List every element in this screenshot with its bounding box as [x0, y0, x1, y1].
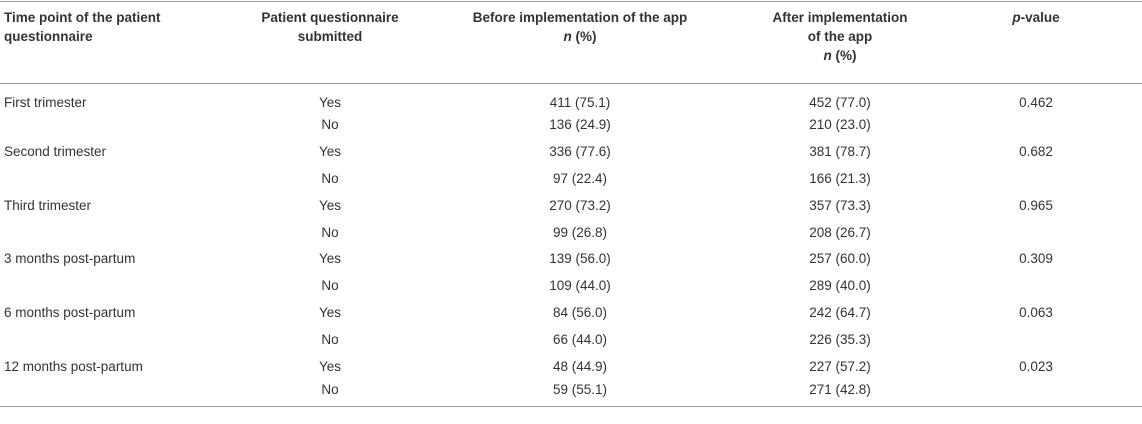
header-row: Time point of the patient questionnaire P… — [0, 1, 1142, 84]
table-cell: 270 (73.2) — [549, 197, 611, 213]
table-cell: 139 (56.0) — [549, 251, 611, 267]
table-cell: 136 (24.9) — [549, 116, 611, 132]
table-cell — [0, 165, 250, 192]
table-cell: No — [321, 278, 339, 294]
table-cell: No — [321, 224, 339, 240]
header-italic: n — [563, 29, 572, 44]
header-cell: Before implementation of the app n (%) — [410, 2, 750, 84]
table-cell: 210 (23.0) — [809, 116, 871, 132]
table-cell: 0.309 — [1019, 251, 1053, 267]
table-cell: 0.965 — [1019, 197, 1053, 213]
header-label: (%) — [831, 48, 857, 63]
table-cell: 411 (75.1) — [549, 95, 611, 110]
header-label: (%) — [571, 29, 597, 44]
table-cell: Yes — [318, 143, 342, 159]
table-cell: Yes — [318, 95, 342, 110]
table-cell — [0, 219, 250, 246]
header-text: Time point of the patient questionnaire — [4, 8, 244, 46]
table-row: No 59 (55.1) 271 (42.8) — [0, 380, 1142, 407]
table-cell: 3 months post-partum — [4, 251, 136, 267]
table-cell: Third trimester — [4, 197, 92, 213]
table-cell: 48 (44.9) — [552, 358, 608, 374]
header-label: Patient questionnaire submitted — [261, 10, 399, 44]
header-text: After implementation of the app — [765, 8, 915, 46]
table-cell: 0.023 — [1019, 358, 1053, 374]
table-cell: No — [321, 170, 339, 186]
table-cell: 84 (56.0) — [552, 305, 608, 321]
table-row: Second trimester Yes 336 (77.6) 381 (78.7) 0… — [0, 138, 1142, 165]
table-row: Third trimester Yes 270 (73.2) 357 (73.3) 0.… — [0, 192, 1142, 219]
header-text: Patient questionnaire submitted — [254, 8, 406, 46]
table-row: 12 months post-partum Yes 48 (44.9) 227 (57… — [0, 353, 1142, 380]
table-row: No 66 (44.0) 226 (35.3) — [0, 326, 1142, 353]
table-cell — [930, 326, 1142, 353]
table-cell: 109 (44.0) — [549, 278, 611, 294]
table-cell: 0.063 — [1019, 305, 1053, 321]
table-cell: 66 (44.0) — [552, 332, 608, 348]
table-cell — [930, 165, 1142, 192]
table-row: No 99 (26.8) 208 (26.7) — [0, 219, 1142, 246]
table-cell — [930, 219, 1142, 246]
table-row: 6 months post-partum Yes 84 (56.0) 242 (64.… — [0, 299, 1142, 326]
table-cell: Yes — [318, 251, 342, 267]
header-label: -value — [1020, 10, 1060, 25]
table-cell — [0, 111, 250, 138]
header-subtext: n (%) — [414, 27, 746, 46]
table-cell: 357 (73.3) — [809, 197, 871, 213]
table-cell: No — [321, 381, 339, 397]
table-cell: 452 (77.0) — [809, 95, 871, 110]
table-cell: 227 (57.2) — [809, 358, 871, 374]
header-text: p-value — [1012, 8, 1059, 27]
header-text: Before implementation of the app — [473, 8, 688, 27]
header-label: After implementation of the app — [772, 10, 908, 44]
table-cell: 271 (42.8) — [809, 381, 871, 397]
table-cell: 6 months post-partum — [4, 305, 136, 321]
table-row: No 136 (24.9) 210 (23.0) — [0, 111, 1142, 138]
table-cell: 336 (77.6) — [549, 143, 611, 159]
table-cell: 59 (55.1) — [552, 381, 608, 397]
header-cell: Time point of the patient questionnaire — [0, 2, 250, 84]
table-cell — [930, 380, 1142, 407]
header-italic: p — [1012, 10, 1021, 25]
table-row: No 97 (22.4) 166 (21.3) — [0, 165, 1142, 192]
header-subtext: n (%) — [754, 46, 926, 65]
table-cell — [0, 380, 250, 407]
table-cell: 381 (78.7) — [809, 143, 871, 159]
table-cell — [930, 272, 1142, 299]
header-cell: Patient questionnaire submitted — [250, 2, 410, 84]
table-cell: First trimester — [4, 95, 87, 110]
table-cell: Second trimester — [4, 143, 107, 159]
table-cell: 0.682 — [1019, 143, 1053, 159]
table-cell — [0, 272, 250, 299]
header-label: Time point of the patient questionnaire — [4, 10, 161, 44]
table-cell: Yes — [318, 305, 342, 321]
table-row: First trimester Yes 411 (75.1) 452 (77.0) 0.… — [0, 84, 1142, 112]
table-header: Time point of the patient questionnaire P… — [0, 1, 1142, 84]
table-cell: 289 (40.0) — [809, 278, 871, 294]
data-table: Time point of the patient questionnaire P… — [0, 1, 1142, 407]
table-cell: 257 (60.0) — [809, 251, 871, 267]
table-row: No 109 (44.0) 289 (40.0) — [0, 272, 1142, 299]
table-cell: No — [321, 116, 339, 132]
header-label: Before implementation of the app — [472, 10, 688, 25]
table-cell: 166 (21.3) — [809, 170, 871, 186]
table-cell: 242 (64.7) — [809, 305, 871, 321]
table-row: 3 months post-partum Yes 139 (56.0) 257 (60… — [0, 245, 1142, 272]
table-body: First trimester Yes 411 (75.1) 452 (77.0) 0.… — [0, 84, 1142, 407]
table-cell: Yes — [318, 197, 342, 213]
table-cell: 226 (35.3) — [809, 332, 871, 348]
header-italic: n — [823, 48, 832, 63]
table-cell: 97 (22.4) — [552, 170, 608, 186]
table-cell — [0, 326, 250, 353]
table-cell: 12 months post-partum — [4, 358, 143, 374]
table-cell — [930, 111, 1142, 138]
table-cell: Yes — [318, 358, 342, 374]
header-cell: After implementation of the app n (%) — [750, 2, 930, 84]
table-cell: 99 (26.8) — [552, 224, 608, 240]
header-cell: p-value — [930, 2, 1142, 84]
table-cell: 0.462 — [1019, 95, 1053, 110]
table-cell: 208 (26.7) — [809, 224, 871, 240]
table-cell: No — [321, 332, 339, 348]
